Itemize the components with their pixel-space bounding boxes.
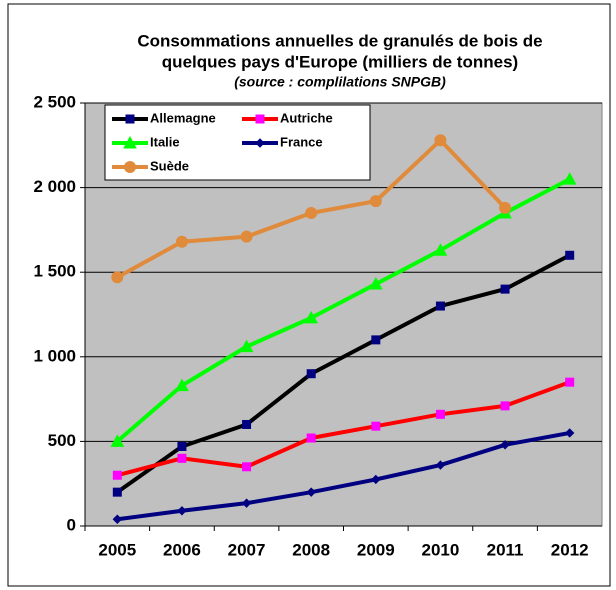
series-line xyxy=(116,177,571,443)
chart-border xyxy=(7,3,611,587)
data-point xyxy=(434,134,447,147)
chart-subtitle: (source : complilations SNPGB) xyxy=(234,74,446,90)
data-point xyxy=(304,310,319,324)
data-point xyxy=(177,453,187,463)
legend-marker xyxy=(255,138,265,148)
data-point xyxy=(371,421,381,431)
legend-marker xyxy=(255,114,265,124)
data-point xyxy=(435,409,445,419)
x-tick-label: 2008 xyxy=(292,540,330,559)
y-tick-label: 1 500 xyxy=(33,262,76,281)
x-tick-label: 2012 xyxy=(551,540,589,559)
series-line xyxy=(116,380,571,478)
data-point xyxy=(564,428,575,438)
data-point xyxy=(500,284,510,294)
data-point xyxy=(242,462,252,472)
y-tick-label: 500 xyxy=(48,431,76,450)
legend-marker xyxy=(123,135,137,149)
data-point xyxy=(239,339,254,353)
data-point xyxy=(305,206,318,219)
data-point xyxy=(112,487,122,497)
legend-label: France xyxy=(280,134,323,149)
data-point xyxy=(177,506,187,516)
data-point xyxy=(240,230,253,243)
data-point xyxy=(435,460,446,470)
data-point xyxy=(110,434,125,447)
data-point xyxy=(565,250,575,260)
data-point xyxy=(306,369,316,379)
data-point xyxy=(175,378,189,392)
x-tick-label: 2005 xyxy=(98,540,136,559)
data-point xyxy=(175,235,188,248)
legend-label: Allemagne xyxy=(150,110,216,125)
data-point xyxy=(433,243,448,256)
data-point xyxy=(371,335,381,345)
legend-marker xyxy=(124,161,136,173)
data-point xyxy=(241,498,252,508)
x-tick-label: 2007 xyxy=(228,540,266,559)
data-point xyxy=(368,276,383,290)
y-tick-label: 2 000 xyxy=(33,177,76,196)
series-line xyxy=(117,430,571,522)
data-point xyxy=(112,514,123,524)
legend-label: Italie xyxy=(150,134,180,149)
data-point xyxy=(306,487,316,497)
data-point xyxy=(500,401,510,411)
y-tick-label: 1 000 xyxy=(33,346,76,365)
y-tick-label: 0 xyxy=(67,515,76,534)
data-point xyxy=(306,433,316,443)
x-tick-label: 2006 xyxy=(163,540,201,559)
data-point xyxy=(565,377,575,387)
data-point xyxy=(499,201,512,214)
data-point xyxy=(242,419,252,429)
data-point xyxy=(500,440,510,450)
data-point xyxy=(562,172,577,185)
legend-marker xyxy=(125,114,135,124)
chart-title: quelques pays d'Europe (milliers de tonn… xyxy=(162,52,518,71)
legend-label: Autriche xyxy=(280,110,333,125)
legend-label: Suède xyxy=(150,158,189,173)
data-point xyxy=(369,195,382,208)
data-point xyxy=(371,474,381,485)
legend-box xyxy=(104,104,371,181)
x-tick-label: 2011 xyxy=(487,540,524,559)
y-tick-label: 2 500 xyxy=(33,92,76,111)
chart-title: Consommations annuelles de granulés de b… xyxy=(137,31,542,50)
data-point xyxy=(435,301,445,311)
x-tick-label: 2009 xyxy=(357,540,395,559)
data-point xyxy=(177,441,187,451)
data-point xyxy=(112,470,122,480)
x-tick-label: 2010 xyxy=(422,540,460,559)
series-line xyxy=(116,253,571,494)
data-point xyxy=(111,271,124,284)
